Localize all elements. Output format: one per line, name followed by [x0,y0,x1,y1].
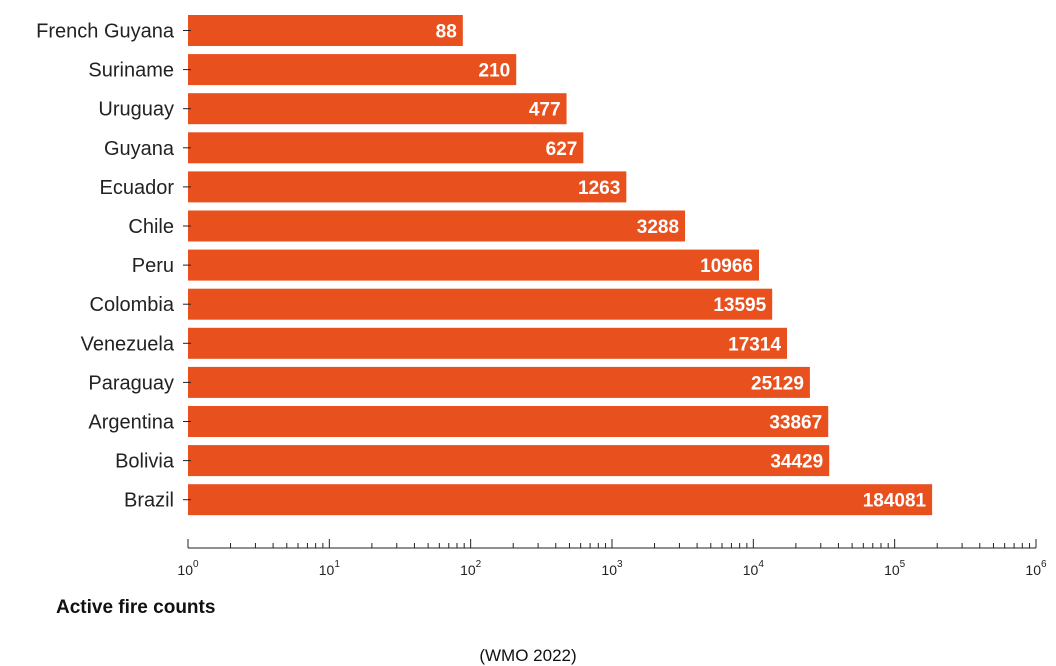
bars [188,15,933,516]
bar [188,366,810,398]
bar [188,54,517,86]
category-label: French Guyana [36,21,175,43]
value-label: 13595 [713,295,766,316]
category-label: Venezuela [81,333,175,355]
x-tick-label: 103 [601,559,623,578]
value-label: 34429 [770,452,823,473]
value-label: 477 [529,100,561,121]
bar [188,484,933,516]
x-tick-label: 101 [319,559,341,578]
value-label: 17314 [728,334,781,355]
x-tick-label: 104 [743,559,765,578]
bar [188,406,829,437]
category-label: Paraguay [88,372,174,394]
x-tick-label: 106 [1025,559,1047,578]
category-label: Suriname [88,60,174,82]
x-axis-title: Active fire counts [56,597,215,618]
bar [188,15,463,46]
value-label: 33867 [769,413,822,434]
x-axis: 100 101 102 103 104 105 106 [177,539,1047,578]
bar [188,445,830,477]
value-label: 88 [436,22,457,43]
x-tick-label: 100 [177,559,199,578]
value-label: 3288 [637,217,679,238]
bar [188,132,584,164]
value-label: 210 [479,61,511,82]
category-label: Uruguay [98,99,174,121]
bar [188,288,773,320]
category-label: Colombia [90,294,175,316]
bar [188,249,759,281]
value-label: 627 [546,139,578,160]
category-label: Ecuador [100,177,175,199]
category-label: Bolivia [115,451,175,473]
category-labels: French Guyana Suriname Uruguay Guyana Ecuado… [36,21,191,512]
bar [188,210,686,242]
bar [188,93,567,125]
category-label: Guyana [104,138,175,160]
value-label: 25129 [751,373,804,394]
value-label: 10966 [700,256,753,277]
x-tick-label: 102 [460,559,482,578]
x-tick-label: 105 [884,559,906,578]
bar [188,327,788,359]
value-label: 1263 [578,178,620,199]
value-label: 184081 [863,491,927,512]
category-label: Argentina [88,412,174,434]
bar [188,171,627,203]
category-label: Peru [132,255,174,277]
source-note: (WMO 2022) [479,646,576,665]
category-label: Chile [128,216,174,238]
category-label: Brazil [124,490,174,512]
